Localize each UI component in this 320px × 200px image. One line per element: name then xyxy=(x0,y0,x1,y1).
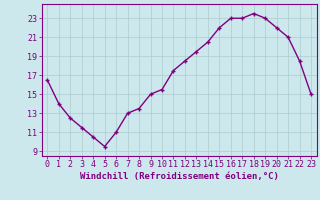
X-axis label: Windchill (Refroidissement éolien,°C): Windchill (Refroidissement éolien,°C) xyxy=(80,172,279,181)
